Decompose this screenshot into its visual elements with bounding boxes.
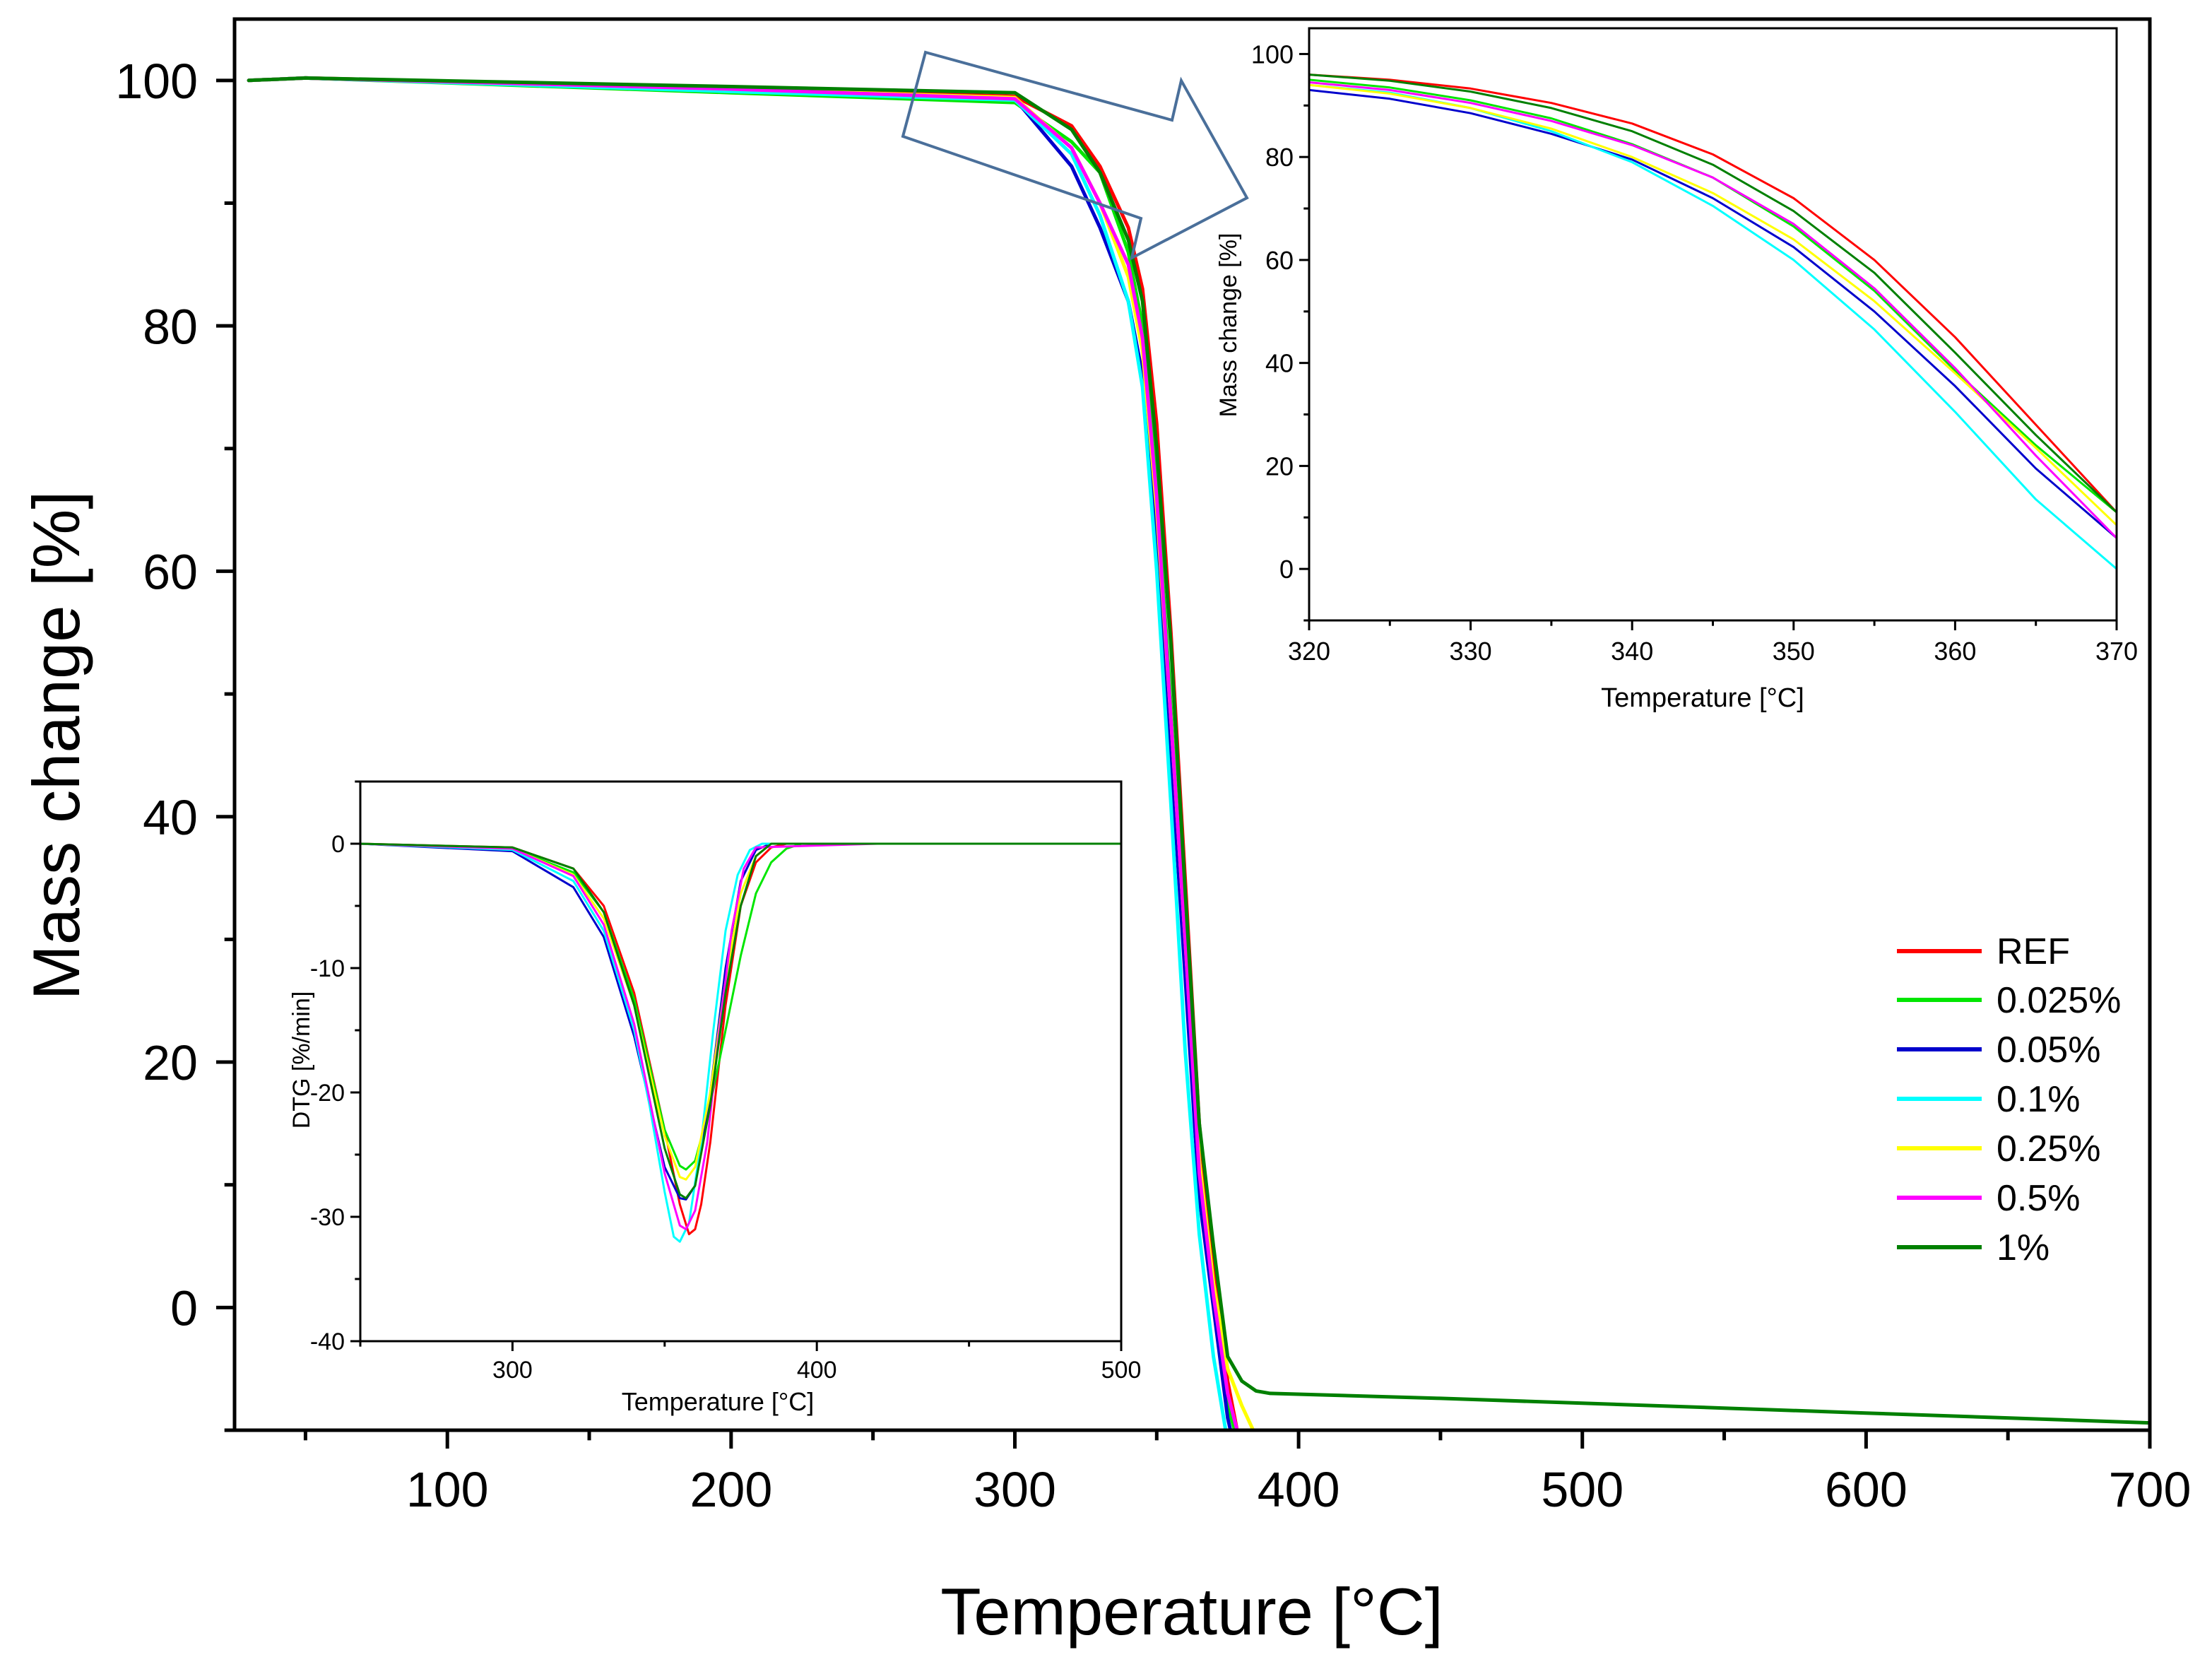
- series-line-1%: [247, 76, 2150, 1425]
- dtg-tick-labels: 300 400 500 0 -10 -20 -30 -40: [310, 831, 1142, 1384]
- y-tick-label: 40: [1265, 349, 1294, 378]
- y-tick-label: -20: [310, 1080, 345, 1107]
- legend-entry: REF: [1897, 931, 2070, 972]
- legend-entry: 0.025%: [1897, 980, 2121, 1021]
- y-tick-label: -30: [310, 1204, 345, 1231]
- zoom-y-axis-label: Mass change [%]: [1215, 233, 1242, 418]
- zoom-plot-frame: [1308, 27, 2118, 622]
- x-tick-label: 400: [1258, 1462, 1340, 1517]
- series-line-1%: [360, 842, 1121, 1200]
- y-tick-label: 20: [143, 1035, 198, 1090]
- x-tick-label: 350: [1773, 637, 1815, 666]
- y-tick-label: -40: [310, 1328, 345, 1355]
- x-tick-label: 300: [974, 1462, 1056, 1517]
- x-tick-label: 600: [1825, 1462, 1908, 1517]
- x-tick-label: 370: [2095, 637, 2138, 666]
- x-tick-label: 300: [492, 1357, 533, 1384]
- dtg-series-group: [360, 842, 1121, 1243]
- y-tick-label: 100: [115, 54, 198, 109]
- y-tick-label: 0: [331, 831, 345, 858]
- zoom-arrow-shape: [901, 50, 1249, 261]
- legend-entry: 0.05%: [1897, 1030, 2100, 1071]
- dtg-y-axis-label: DTG [%/min]: [288, 991, 315, 1129]
- legend-label: 0.25%: [1997, 1128, 2100, 1169]
- main-plot-frame: [232, 17, 2152, 1432]
- legend-entry: 1%: [1897, 1227, 2050, 1268]
- y-tick-label: 80: [143, 299, 198, 354]
- y-tick-label: 100: [1251, 40, 1294, 69]
- legend-label: REF: [1997, 931, 2070, 972]
- series-line-REF: [1309, 73, 2117, 514]
- y-tick-label: -10: [310, 955, 345, 982]
- legend-label: 0.05%: [1997, 1030, 2100, 1071]
- x-tick-label: 400: [797, 1357, 837, 1384]
- x-tick-label: 200: [690, 1462, 772, 1517]
- y-tick-label: 60: [143, 545, 198, 600]
- x-tick-label: 700: [2109, 1462, 2192, 1517]
- main-series-group: [247, 76, 2150, 1430]
- series-line-0.5%: [1309, 81, 2117, 539]
- x-tick-label: 320: [1288, 637, 1330, 666]
- y-tick-label: 20: [1265, 452, 1294, 481]
- series-line-0.05%: [1309, 88, 2117, 539]
- legend-label: 1%: [1997, 1227, 2050, 1268]
- series-line-0.5%: [360, 842, 1121, 1231]
- main-x-axis-label: Temperature [°C]: [940, 1574, 1443, 1649]
- legend-label: 0.5%: [1997, 1178, 2081, 1219]
- legend-label: 0.025%: [1997, 980, 2121, 1021]
- series-line-0.1%: [360, 842, 1121, 1243]
- legend: REF 0.025% 0.05% 0.1% 0.25% 0.5%: [1897, 931, 2121, 1268]
- zoom-inset-chart: 320 330 340 350 360 370 0 20 40 60 80 100 Temperatu…: [1215, 27, 2138, 713]
- legend-entry: 0.1%: [1897, 1079, 2081, 1120]
- legend-label: 0.1%: [1997, 1079, 2081, 1120]
- x-tick-label: 500: [1101, 1357, 1142, 1384]
- y-tick-label: 0: [170, 1281, 198, 1336]
- series-line-0.5%: [247, 76, 1239, 1430]
- zoom-x-axis-label: Temperature [°C]: [1601, 683, 1804, 713]
- series-line-0.05%: [247, 76, 1233, 1430]
- y-tick-label: 80: [1265, 143, 1294, 172]
- series-line-0.1%: [247, 76, 1228, 1430]
- main-y-axis-label: Mass change [%]: [19, 490, 93, 1000]
- dtg-plot-frame: [359, 780, 1123, 1343]
- zoom-series-group: [1309, 73, 2117, 570]
- y-tick-label: 60: [1265, 246, 1294, 275]
- x-tick-label: 500: [1541, 1462, 1623, 1517]
- legend-entry: 0.5%: [1897, 1178, 2081, 1219]
- series-line-1%: [1309, 73, 2117, 514]
- x-tick-label: 340: [1611, 637, 1653, 666]
- zoom-tick-labels: 320 330 340 350 360 370 0 20 40 60 80 100: [1251, 40, 2138, 666]
- x-tick-label: 360: [1934, 637, 1976, 666]
- dtg-x-axis-label: Temperature [°C]: [622, 1387, 815, 1416]
- legend-entry: 0.25%: [1897, 1128, 2100, 1169]
- x-tick-label: 100: [406, 1462, 489, 1517]
- y-tick-label: 0: [1279, 555, 1294, 584]
- x-tick-label: 330: [1450, 637, 1492, 666]
- y-tick-label: 40: [143, 790, 198, 845]
